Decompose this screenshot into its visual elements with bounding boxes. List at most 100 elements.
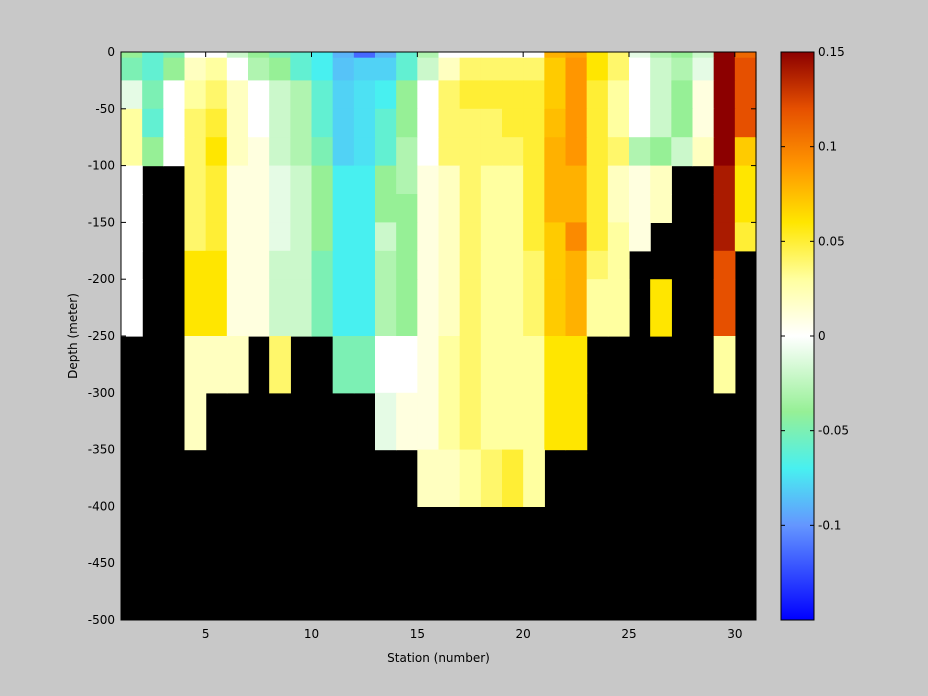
heatmap-cell	[607, 165, 630, 195]
heatmap-cell	[544, 52, 567, 59]
heatmap-cell	[523, 250, 545, 280]
heatmap-cell	[375, 52, 397, 59]
heatmap-cell	[269, 80, 291, 110]
colorbar	[780, 51, 815, 621]
y-tick-label: -500	[88, 613, 115, 627]
heatmap-cell	[523, 52, 545, 59]
heatmap-cell	[417, 250, 440, 280]
heatmap-cell	[142, 57, 164, 81]
colorbar-ticks: 0.15 0.1 0.05 0 -0.05 -0.1	[781, 45, 849, 532]
heatmap-cell	[459, 392, 482, 451]
heatmap-cell	[502, 194, 524, 223]
heatmap-cell	[459, 57, 482, 81]
heatmap-cell	[502, 80, 524, 110]
heatmap-cell	[290, 279, 313, 337]
heatmap-cell	[332, 80, 355, 110]
heatmap-cell	[311, 57, 334, 81]
heatmap-cell	[417, 108, 440, 138]
heatmap-cell	[523, 194, 545, 223]
heatmap-cell	[353, 80, 376, 110]
heatmap-cell	[480, 222, 503, 252]
heatmap-cell	[713, 194, 736, 223]
heatmap-cell	[544, 222, 567, 252]
heatmap-cell	[438, 52, 461, 59]
heatmap-cell	[629, 194, 651, 223]
heatmap-cell	[269, 279, 291, 337]
heatmap-cell	[311, 279, 334, 337]
colorbar-tick-label: -0.1	[818, 518, 841, 532]
heatmap-cell	[417, 137, 440, 167]
heatmap-cell	[353, 57, 376, 81]
heatmap-cell	[544, 80, 567, 110]
heatmap-cell	[311, 80, 334, 110]
heatmap-cell	[184, 137, 207, 167]
heatmap-cell	[544, 392, 567, 451]
heatmap-cell	[375, 108, 397, 138]
heatmap-cell	[734, 108, 757, 138]
heatmap-cell	[438, 222, 461, 252]
heatmap-cell	[332, 52, 355, 59]
heatmap-cell	[417, 194, 440, 223]
heatmap-cell	[375, 137, 397, 167]
heatmap-cell	[226, 222, 249, 252]
heatmap-cell	[142, 108, 164, 138]
heatmap-cell	[565, 165, 588, 195]
heatmap-cell	[121, 194, 143, 223]
heatmap-cell	[396, 279, 418, 337]
heatmap-cell	[734, 52, 757, 59]
heatmap-cell	[671, 57, 694, 81]
heatmap-cell	[332, 137, 355, 167]
heatmap-cell	[480, 194, 503, 223]
heatmap-cell	[396, 52, 418, 59]
heatmap-cell	[248, 194, 270, 223]
heatmap-cell	[438, 108, 461, 138]
heatmap-cell	[523, 108, 545, 138]
heatmap-cell	[269, 108, 291, 138]
x-tick-label: 30	[727, 627, 742, 641]
heatmap-cell	[226, 250, 249, 280]
heatmap-cell	[269, 52, 291, 59]
heatmap-cell	[544, 279, 567, 337]
heatmap-cell	[417, 52, 440, 59]
heatmap-cell	[459, 165, 482, 195]
heatmap-cell	[417, 392, 440, 451]
heatmap-cell	[163, 57, 186, 81]
heatmap-cell	[396, 80, 418, 110]
heatmap-cell	[142, 80, 164, 110]
y-tick-label: -400	[88, 499, 115, 513]
heatmap-cell	[692, 137, 715, 167]
heatmap-cell	[480, 449, 503, 507]
heatmap-cell	[502, 250, 524, 280]
heatmap-cell	[523, 222, 545, 252]
heatmap-cell	[480, 57, 503, 81]
y-axis-label: Depth (meter)	[66, 293, 80, 379]
heatmap-cell	[184, 165, 207, 195]
heatmap-cell	[692, 108, 715, 138]
x-tick-label: 5	[202, 627, 210, 641]
heatmap-cell	[290, 194, 313, 223]
heatmap-cell	[375, 222, 397, 252]
heatmap-cell	[586, 250, 609, 280]
heatmap-cell	[205, 194, 228, 223]
heatmap-cell	[417, 80, 440, 110]
heatmap-cell	[396, 392, 418, 451]
heatmap-cell	[607, 57, 630, 81]
heatmap-cell	[248, 279, 270, 337]
heatmap-cell	[248, 52, 270, 59]
heatmap-cell	[417, 449, 440, 507]
heatmap-cell	[713, 336, 736, 394]
heatmap-cell	[544, 137, 567, 167]
heatmap-cell	[565, 279, 588, 337]
heatmap-cell	[565, 194, 588, 223]
heatmap-cell	[375, 250, 397, 280]
heatmap-cell	[565, 392, 588, 451]
heatmap-cell	[396, 57, 418, 81]
heatmap-cell	[290, 80, 313, 110]
y-tick-label: 0	[107, 45, 115, 59]
y-tick-label: -450	[88, 556, 115, 570]
heatmap-cell	[438, 336, 461, 394]
heatmap-cell	[629, 222, 651, 252]
heatmap-cell	[375, 336, 397, 394]
heatmap-cell	[311, 52, 334, 59]
